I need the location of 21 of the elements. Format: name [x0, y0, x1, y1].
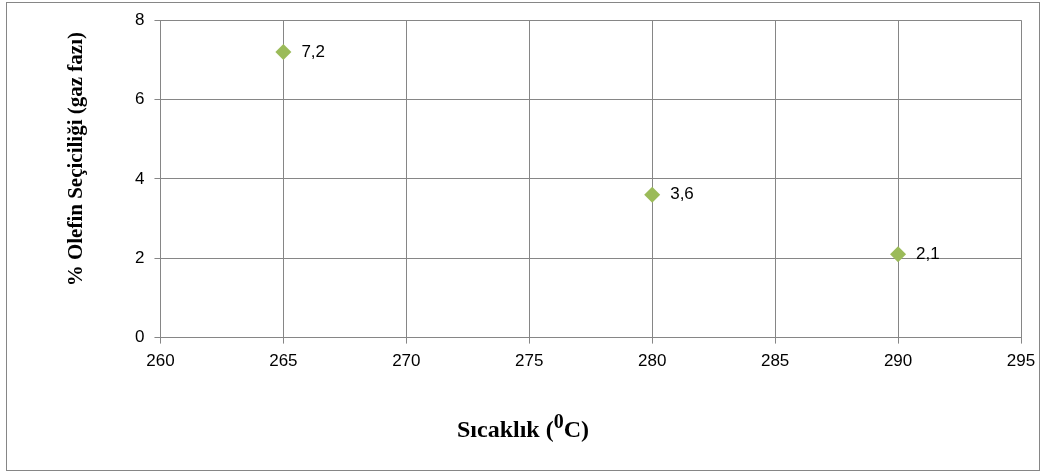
- y-axis-title: % Olefin Seçiciliği (gaz fazı): [61, 31, 88, 289]
- y-tick-label: 0: [134, 327, 145, 347]
- x-tick-label: 275: [515, 351, 544, 371]
- data-label: 7,2: [301, 41, 326, 61]
- point: [890, 246, 907, 263]
- x-tick-label: 290: [883, 351, 913, 371]
- x-tick-label: 285: [760, 351, 790, 371]
- data-label: 2,1: [916, 243, 940, 263]
- y-tick-label: 8: [134, 9, 145, 29]
- point: [275, 43, 292, 60]
- y-tick-label: 2: [134, 247, 145, 267]
- x-tick-label: 260: [146, 351, 175, 371]
- y-tick-label: 4: [134, 168, 145, 188]
- point: [644, 186, 661, 203]
- x-tick-label: 295: [1006, 351, 1036, 371]
- data-label: 3,6: [670, 184, 694, 204]
- x-tick-label: 270: [392, 351, 421, 371]
- x-tick-label: 280: [638, 351, 667, 371]
- x-tick-label: 265: [269, 351, 298, 371]
- y-tick-label: 6: [134, 89, 145, 109]
- x-axis-title: Sıcaklık ($^{0}$C): [456, 410, 590, 443]
